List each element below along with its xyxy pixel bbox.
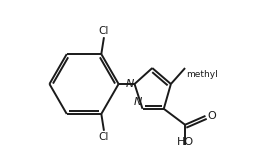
Text: Cl: Cl (99, 132, 109, 142)
Text: methyl: methyl (186, 70, 218, 79)
Text: HO: HO (177, 137, 194, 147)
Text: N: N (125, 79, 134, 89)
Text: N: N (133, 97, 142, 107)
Text: Cl: Cl (99, 26, 109, 36)
Text: O: O (208, 111, 216, 121)
